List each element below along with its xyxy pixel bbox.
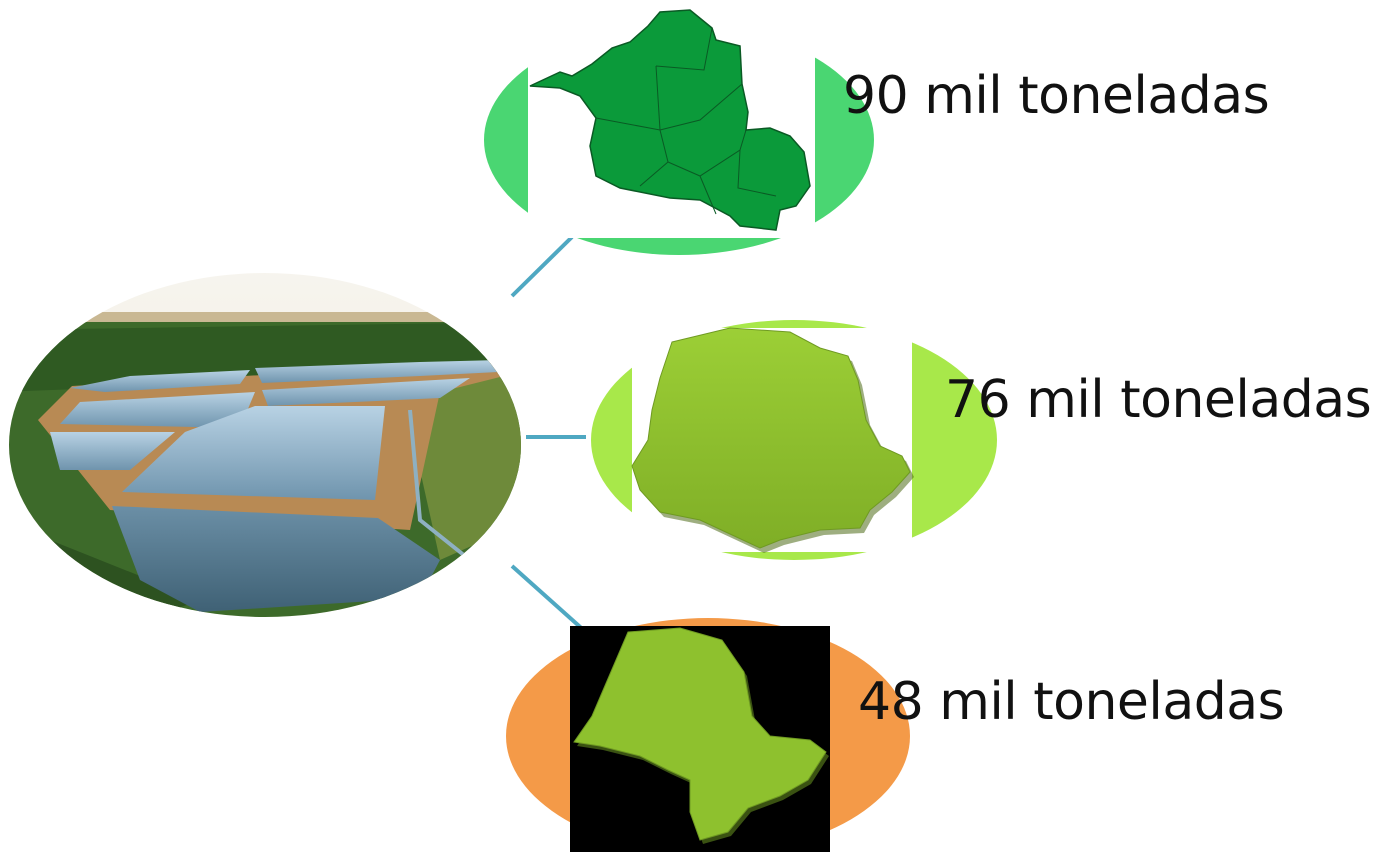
rondonia-map-icon <box>529 9 811 231</box>
item-3-label: 48 mil toneladas <box>858 672 1285 732</box>
item-3 <box>506 618 910 854</box>
aquaculture-ponds-photo-icon <box>9 273 521 617</box>
connector-line-1 <box>510 235 574 298</box>
item-2-label: 76 mil toneladas <box>945 370 1372 430</box>
sao-paulo-map-icon <box>573 627 827 841</box>
connector-line-3 <box>510 564 590 636</box>
item-1-label: 90 mil toneladas <box>843 66 1270 126</box>
item-2 <box>591 320 997 560</box>
rondonia-borders <box>595 27 777 215</box>
item-1 <box>484 8 874 255</box>
parana-map-icon <box>631 327 911 549</box>
